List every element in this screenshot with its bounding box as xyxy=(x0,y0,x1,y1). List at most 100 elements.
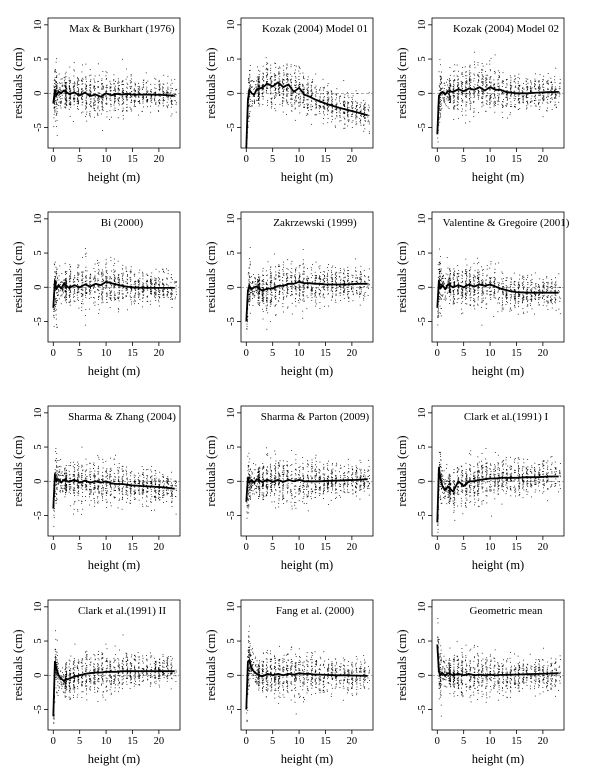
residual-point xyxy=(70,291,71,292)
residual-point xyxy=(117,292,119,294)
residual-point xyxy=(113,95,115,97)
residual-point xyxy=(70,104,72,106)
residual-point xyxy=(81,284,83,286)
residual-point xyxy=(443,88,445,89)
residual-point xyxy=(538,88,540,90)
residual-point xyxy=(367,116,369,118)
residual-point xyxy=(458,70,459,72)
residual-point xyxy=(56,309,58,311)
residual-point xyxy=(315,94,316,96)
residual-point xyxy=(331,91,333,93)
residual-point xyxy=(443,100,445,101)
residual-point xyxy=(135,283,137,285)
residual-point xyxy=(61,98,63,100)
residual-point xyxy=(315,303,317,305)
residual-point xyxy=(331,277,333,278)
residual-point xyxy=(307,82,309,84)
residual-point xyxy=(546,101,548,103)
residual-point xyxy=(356,123,358,125)
residual-point xyxy=(65,97,67,99)
residual-point xyxy=(315,101,317,102)
residual-point xyxy=(311,93,313,95)
residual-point xyxy=(163,291,165,293)
residual-point xyxy=(110,299,112,301)
residual-point xyxy=(114,98,116,99)
residual-point xyxy=(55,71,57,73)
residual-point xyxy=(466,90,468,92)
residual-point xyxy=(158,100,159,102)
residual-point xyxy=(90,105,91,107)
residual-point xyxy=(258,85,260,87)
residual-point xyxy=(274,77,276,78)
residual-point xyxy=(440,112,441,114)
residual-point xyxy=(489,104,491,105)
residual-point xyxy=(158,288,159,290)
residual-point xyxy=(440,103,442,105)
residual-point xyxy=(105,89,107,91)
residual-point xyxy=(166,278,168,280)
residual-point xyxy=(298,284,300,286)
residual-point xyxy=(518,84,520,86)
residual-point xyxy=(56,135,58,137)
residual-point xyxy=(101,293,103,295)
residual-point xyxy=(258,97,260,99)
residual-point xyxy=(252,305,254,307)
residual-point xyxy=(65,271,66,273)
residual-point xyxy=(302,83,304,85)
residual-point xyxy=(93,99,95,101)
residual-point xyxy=(131,86,132,88)
residual-point xyxy=(270,274,272,276)
residual-point xyxy=(142,306,143,308)
residual-point xyxy=(494,111,496,113)
residual-point xyxy=(138,295,140,297)
residual-point xyxy=(60,284,61,285)
residual-point xyxy=(55,266,57,268)
residual-point xyxy=(307,287,309,289)
residual-point xyxy=(274,284,276,286)
residual-point xyxy=(101,299,103,301)
residual-point xyxy=(505,97,507,99)
residual-point xyxy=(166,294,168,296)
residual-point xyxy=(294,69,296,71)
residual-point xyxy=(315,292,316,294)
residual-point xyxy=(457,90,459,92)
residual-point xyxy=(510,88,512,90)
residual-point xyxy=(114,96,116,97)
residual-point xyxy=(89,85,91,86)
residual-point xyxy=(299,73,301,75)
residual-point xyxy=(86,84,88,86)
residual-point xyxy=(58,95,60,97)
residual-point xyxy=(85,287,87,289)
residual-point xyxy=(106,280,108,281)
residual-point xyxy=(466,93,467,94)
residual-point xyxy=(101,113,102,115)
residual-point xyxy=(146,281,148,283)
residual-point xyxy=(69,264,71,266)
residual-point xyxy=(69,295,71,297)
residual-point xyxy=(69,278,70,280)
residual-point xyxy=(363,297,365,299)
residual-point xyxy=(106,270,107,272)
residual-point xyxy=(462,83,463,85)
residual-point xyxy=(137,92,139,94)
residual-point xyxy=(54,310,56,312)
residual-point xyxy=(149,280,151,282)
residual-point xyxy=(65,102,67,103)
residual-point xyxy=(332,111,333,113)
residual-point xyxy=(458,87,459,89)
residual-point xyxy=(133,283,135,285)
residual-point xyxy=(336,287,338,289)
residual-point xyxy=(290,66,292,68)
residual-point xyxy=(494,97,496,99)
residual-point xyxy=(323,96,325,97)
residual-point xyxy=(171,277,173,279)
residual-point xyxy=(351,290,353,292)
residual-point xyxy=(339,292,341,294)
residual-point xyxy=(114,276,116,278)
residual-point xyxy=(550,81,552,83)
residual-point xyxy=(97,285,99,287)
residual-point xyxy=(449,88,450,89)
residual-point xyxy=(65,291,67,293)
residual-point xyxy=(55,84,57,86)
residual-point xyxy=(151,284,153,286)
